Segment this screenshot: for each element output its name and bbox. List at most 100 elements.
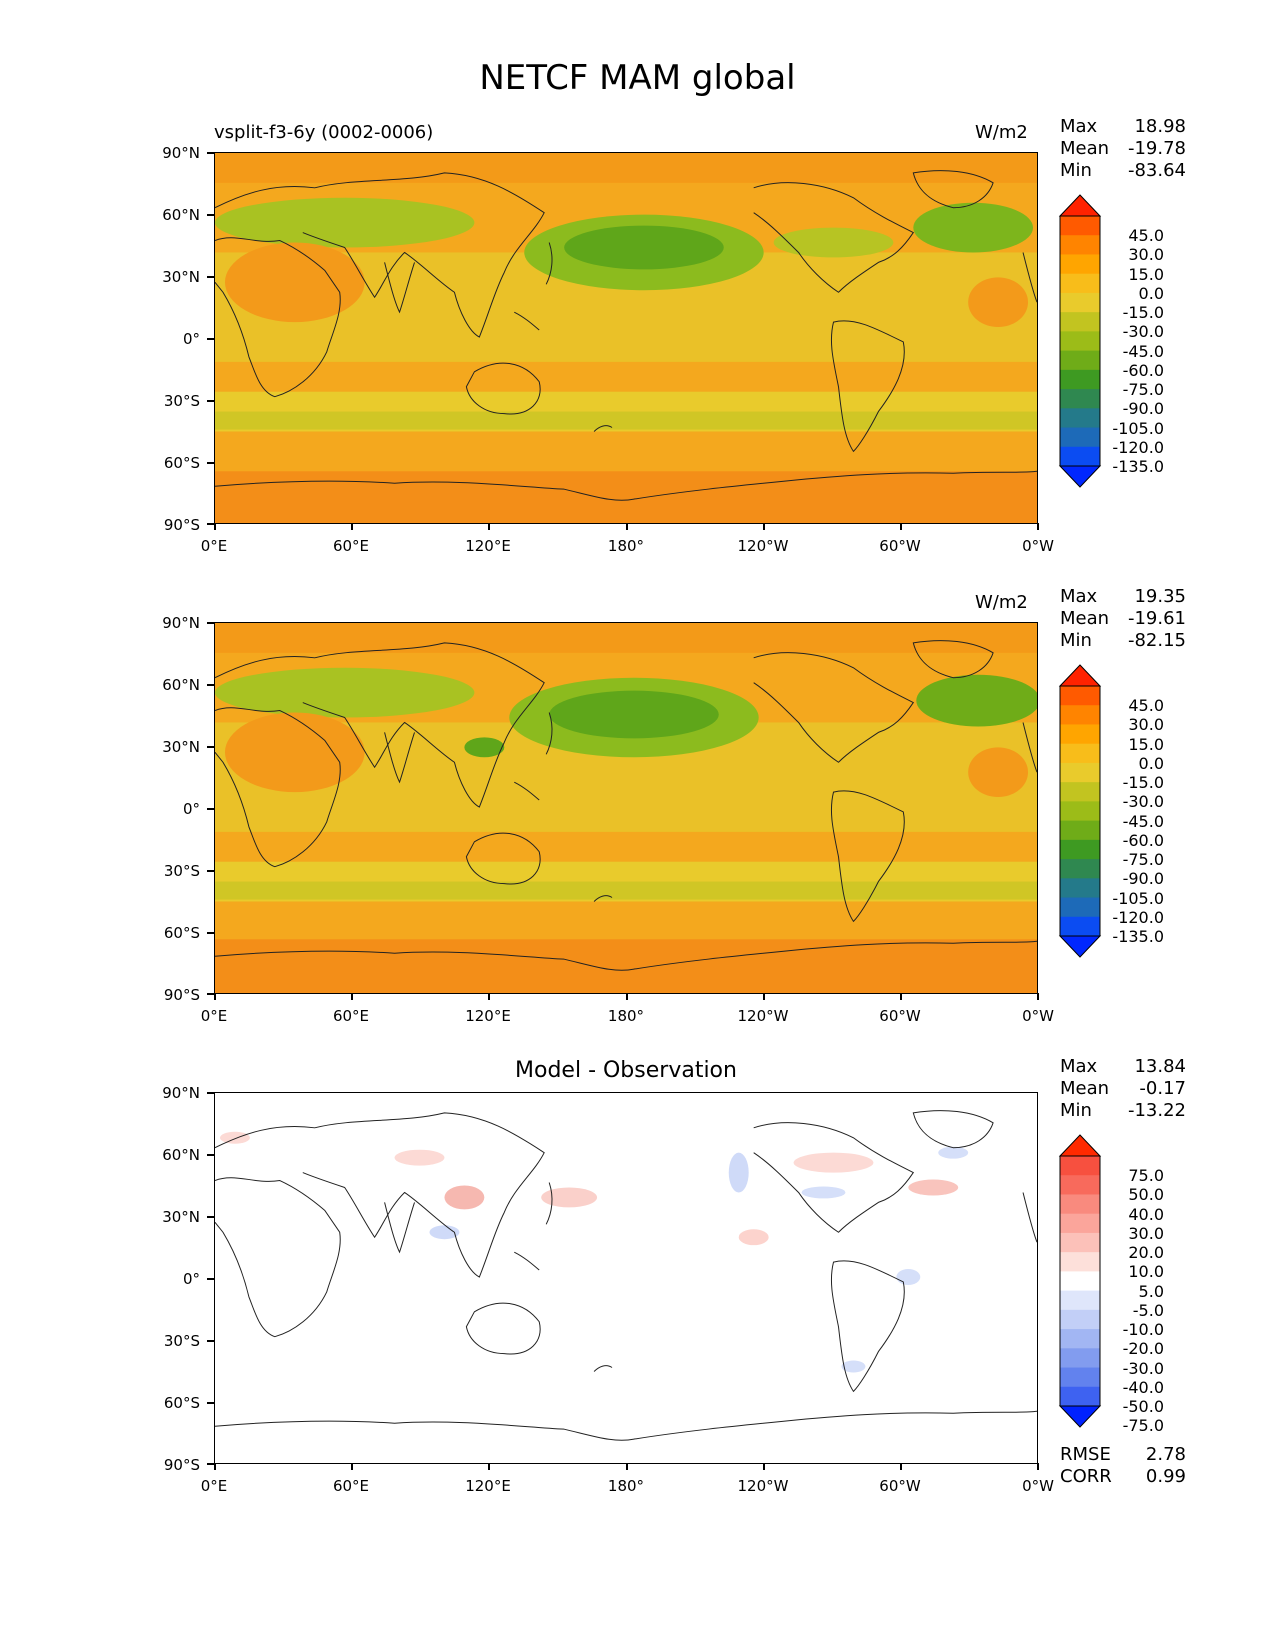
colorbar-segment [1060,292,1100,313]
colorbar-tick-label: 45.0 [1128,696,1164,716]
colorbar-tick-label: -75.0 [1122,380,1164,400]
colorbar-segment [1060,1175,1100,1195]
colorbar-tick-label: -20.0 [1122,1339,1164,1359]
colorbar-tick-label: -120.0 [1112,907,1164,927]
panel-1-stats: Max 18.98 Mean -19.78 Min -83.64 [1060,116,1186,181]
colorbar-segment [1060,1348,1100,1369]
panel-1-lon-label: 0°W [1022,537,1054,555]
colorbar-tick-label: -90.0 [1122,399,1164,419]
colorbar-tick-label: -135.0 [1112,457,1164,476]
panel-1-lat-label: 90°N [162,144,200,162]
colorbar-tick-label: -75.0 [1122,1416,1164,1436]
colorbar-upper-extend [1058,664,1102,687]
colorbar-segment [1060,1329,1100,1349]
panel-1-lon-label: 0°E [200,537,228,555]
colorbar-tick-label: -60.0 [1122,360,1164,380]
colorbar-tick-label: -30.0 [1122,792,1164,812]
colorbar-tick-label: -50.0 [1122,1397,1164,1416]
colorbar-segment [1060,839,1100,860]
colorbar-segment [1060,331,1100,352]
panel-2-lon-label: 60°W [879,1007,921,1025]
colorbar-lower-extend [1058,465,1102,488]
colorbar-segment [1060,897,1100,918]
colorbar-segment [1060,254,1100,275]
panel-3-lon-label: 120°W [737,1477,789,1495]
panel-2-units: W/m2 [975,592,1028,613]
colorbar-tick-label: 45.0 [1128,226,1164,246]
panel-2-mean: -19.61 [1127,608,1186,629]
panel-2-lat-label: 90°S [163,986,200,1004]
panel-1-map [214,152,1038,524]
colorbar-segment [1060,1213,1100,1234]
panel-2-lon-label: 0°E [200,1007,228,1025]
panel-2-lon-label: 120°E [465,1007,511,1025]
colorbar-lower-extend [1058,1405,1102,1428]
colorbar-tick-label: 0.0 [1138,753,1164,773]
colorbar-segment [1060,705,1100,725]
colorbar-tick-label: -105.0 [1112,418,1164,438]
panel-3-lat-label: 30°S [163,1332,200,1350]
panel-1-max: 18.98 [1134,116,1186,137]
figure-title: NETCF MAM global [479,58,796,98]
colorbar-upper-extend [1058,1134,1102,1157]
colorbar-segment [1060,312,1100,332]
colorbar-segment [1060,743,1100,764]
colorbar-tick-label: 40.0 [1128,1204,1164,1224]
panel-2-lon-label: 60°E [332,1007,370,1025]
colorbar-segment [1060,235,1100,255]
colorbar-segment [1060,878,1100,899]
panel-3-lon-label: 0°E [200,1477,228,1495]
panel-2-lon-label: 120°W [737,1007,789,1025]
colorbar-segment [1060,1271,1100,1292]
colorbar-tick-label: -5.0 [1132,1300,1164,1320]
colorbar-segment [1060,1290,1100,1311]
panel-2-map [214,622,1038,994]
panel-3-lat-label: 60°N [162,1146,200,1164]
colorbar-segment [1060,1232,1100,1253]
panel-3-title: Model - Observation [515,1058,737,1083]
colorbar-segment [1060,1194,1100,1215]
colorbar-segment [1060,820,1100,841]
panel-3-lat-label: 0° [182,1270,200,1288]
panel-3-stats: Max 13.84 Mean -0.17 Min -13.22 [1060,1056,1186,1121]
colorbar-tick-label: -15.0 [1122,773,1164,793]
panel-2-lat-label: 30°N [162,738,200,756]
panel-3-map [214,1092,1038,1464]
colorbar-upper-extend [1058,194,1102,217]
panel-1-lat-label: 90°S [163,516,200,534]
panel-3-min: -13.22 [1127,1100,1186,1121]
panel-3-lat-label: 60°S [163,1394,200,1412]
colorbar-tick-label: -135.0 [1112,927,1164,946]
panel-1-lat-label: 60°S [163,454,200,472]
colorbar-segment [1060,1252,1100,1272]
colorbar-segment [1060,350,1100,371]
colorbar-tick-label: 30.0 [1128,245,1164,265]
panel-2-lat-label: 60°N [162,676,200,694]
panel-3-rmse: 2.78 [1145,1444,1186,1465]
panel-3-lat-label: 30°N [162,1208,200,1226]
panel-2-min: -82.15 [1127,630,1186,651]
colorbar-segment [1060,724,1100,745]
panel-1-map-field [215,153,1037,523]
panel-3-map-field [215,1093,1037,1463]
panel-1-lat-label: 60°N [162,206,200,224]
panel-2-map-field [215,623,1037,993]
colorbar-tick-label: -45.0 [1122,341,1164,361]
colorbar-tick-label: -75.0 [1122,850,1164,870]
colorbar-segment [1060,686,1100,706]
colorbar-tick-label: 20.0 [1128,1243,1164,1263]
panel-3-mean: -0.17 [1139,1078,1186,1099]
colorbar-tick-label: -45.0 [1122,811,1164,831]
colorbar-segment [1060,389,1100,409]
panel-2-lat-label: 0° [182,800,200,818]
colorbar-segment [1060,1386,1100,1407]
colorbar-segment [1060,916,1100,937]
colorbar-tick-label: -40.0 [1122,1377,1164,1397]
panel-1-colorbar [1058,194,1102,488]
panel-3-corr: 0.99 [1145,1466,1186,1487]
colorbar-segment [1060,1156,1100,1176]
panel-1-min: -83.64 [1127,160,1186,181]
colorbar-segment [1060,782,1100,802]
colorbar-tick-label: 15.0 [1128,734,1164,754]
colorbar-tick-label: -15.0 [1122,303,1164,323]
